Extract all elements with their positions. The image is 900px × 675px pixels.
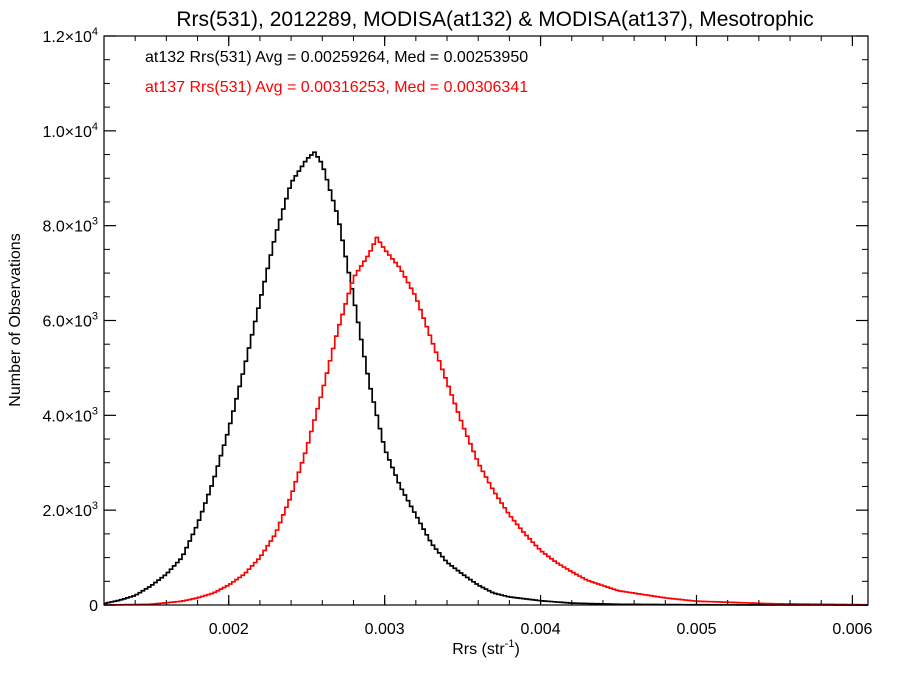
y-tick-label-exponent: 4	[92, 26, 98, 38]
x-tick-label: 0.004	[521, 621, 561, 638]
x-axis: 0.002 0.003 0.004 0.005 0.006	[103, 36, 873, 638]
y-tick-label-exponent: 3	[92, 405, 98, 417]
annotation-at137: at137 Rrs(531) Avg = 0.00316253, Med = 0…	[145, 79, 528, 96]
y-tick-label: 0	[89, 598, 98, 615]
y-tick-label: 1.2×104	[42, 26, 98, 46]
series-line-at137	[104, 236, 868, 606]
chart-title: Rrs(531), 2012289, MODISA(at132) & MODIS…	[176, 8, 813, 31]
y-tick-label: 1.0×104	[42, 121, 98, 141]
y-tick-label-exponent: 4	[92, 121, 98, 133]
plot-frame	[103, 35, 869, 606]
annotation-at132: at132 Rrs(531) Avg = 0.00259264, Med = 0…	[145, 49, 528, 66]
y-axis-label: Number of Observations	[7, 233, 24, 406]
y-tick-label-exponent: 3	[92, 500, 98, 512]
y-tick-label: 8.0×103	[42, 216, 98, 236]
x-axis-label-main: Rrs (str	[452, 641, 505, 658]
plot-series	[104, 151, 868, 606]
x-axis-label: Rrs (str-1)	[452, 638, 520, 658]
y-tick-label-exponent: 3	[92, 216, 98, 228]
y-tick-label: 4.0×103	[42, 405, 98, 425]
x-tick-label: 0.003	[365, 621, 405, 638]
y-tick-label-mantissa: 8.0×10	[42, 219, 91, 236]
x-tick-label: 0.006	[832, 621, 872, 638]
x-tick-label: 0.002	[209, 621, 249, 638]
y-tick-label: 6.0×103	[42, 311, 98, 331]
y-tick-label: 2.0×103	[42, 500, 98, 520]
y-axis: 02.0×1034.0×1036.0×1038.0×1031.0×1041.2×…	[42, 26, 868, 615]
y-tick-label-mantissa: 6.0×10	[42, 314, 91, 331]
y-tick-label-mantissa: 4.0×10	[42, 408, 91, 425]
series-line-at132	[104, 151, 868, 606]
x-tick-label: 0.005	[676, 621, 716, 638]
y-tick-label-mantissa: 1.2×10	[42, 29, 91, 46]
y-tick-label-exponent: 3	[92, 311, 98, 323]
y-tick-label-mantissa: 1.0×10	[42, 124, 91, 141]
x-axis-label-superscript: -1	[505, 638, 515, 650]
x-axis-label-end: )	[514, 641, 519, 658]
y-tick-label-mantissa: 2.0×10	[42, 503, 91, 520]
y-tick-label-mantissa: 0	[89, 598, 98, 615]
